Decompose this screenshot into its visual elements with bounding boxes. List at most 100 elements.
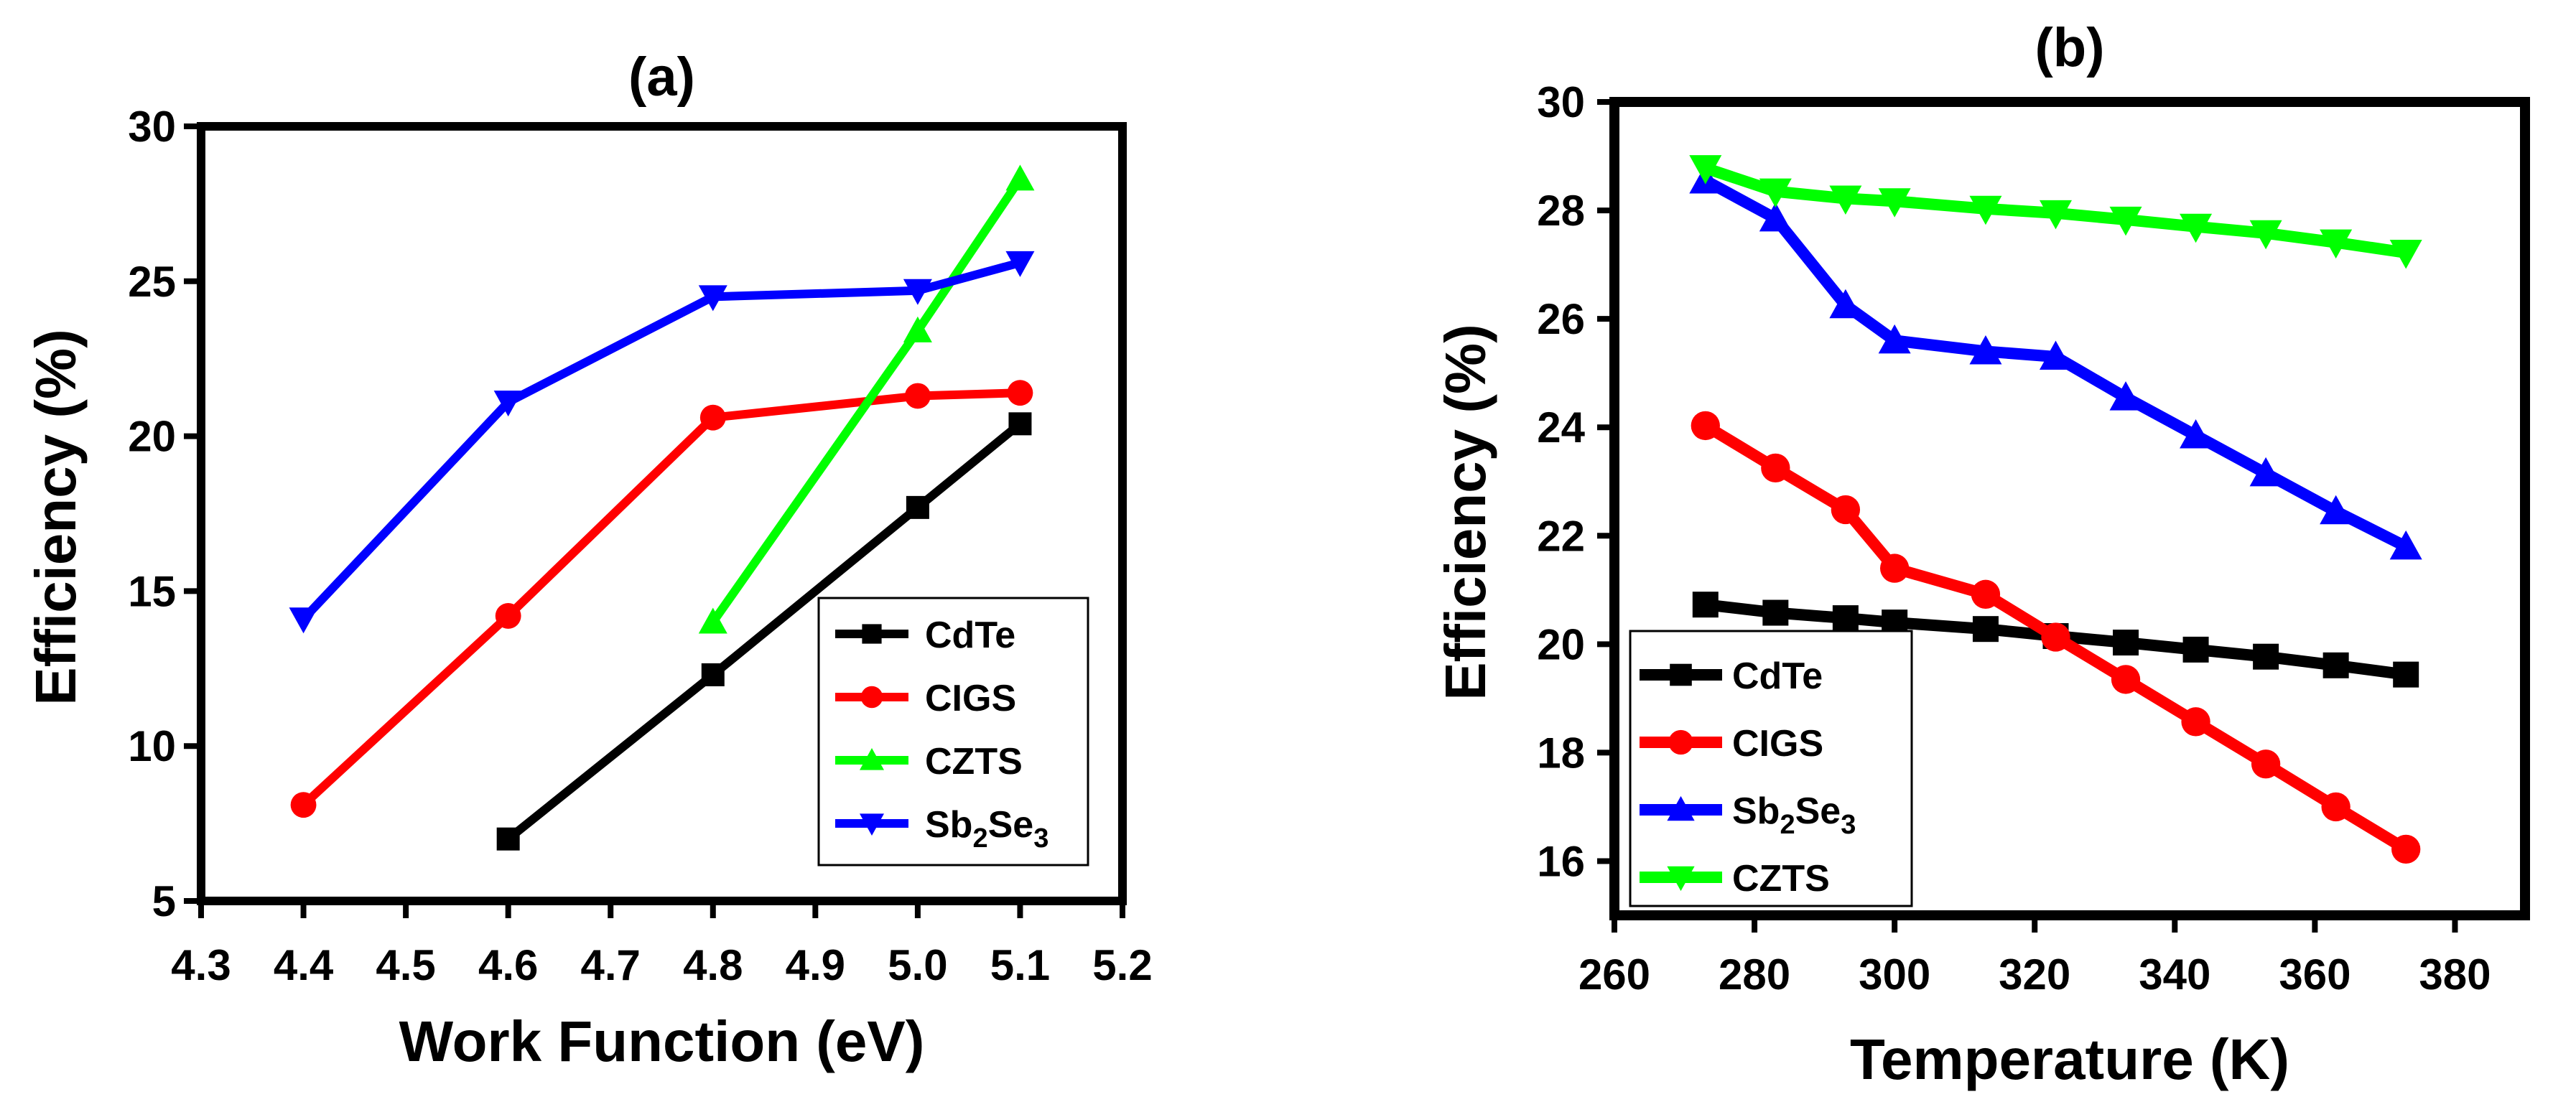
y-tick-label: 10 <box>128 722 176 770</box>
y-tick-label: 24 <box>1537 403 1585 452</box>
x-tick-label: 380 <box>2419 950 2491 999</box>
series-cdte <box>496 412 1032 851</box>
data-point <box>1005 164 1035 191</box>
legend: CdTe CIGS Sb2Se3 CZTS <box>1629 630 1913 907</box>
data-point <box>1832 605 1859 632</box>
data-point <box>2389 530 2422 560</box>
data-point <box>1759 202 1792 232</box>
panel-title: (b) <box>2035 17 2104 78</box>
data-point <box>2180 419 2213 449</box>
data-point <box>2041 622 2070 652</box>
legend-marker <box>860 813 884 836</box>
y-tick-label: 25 <box>128 258 176 306</box>
data-point <box>2393 661 2419 688</box>
data-point <box>699 404 726 431</box>
legend-label: CZTS <box>1732 858 1830 900</box>
legend-label-part: 2 <box>1780 810 1795 840</box>
data-point <box>1969 335 2002 365</box>
legend-label-part: 3 <box>1841 810 1856 840</box>
data-point <box>903 279 932 305</box>
data-point <box>1689 155 1722 184</box>
x-tick-label: 5.1 <box>990 941 1050 989</box>
series-cigs <box>1691 411 2421 864</box>
legend-label: CdTe <box>925 615 1015 656</box>
y-tick-label: 26 <box>1537 295 1585 343</box>
data-point <box>2320 495 2353 525</box>
data-point <box>1008 412 1032 436</box>
data-point <box>1829 185 1862 215</box>
data-point <box>1829 289 1862 319</box>
legend-label-part: CZTS <box>925 741 1023 783</box>
legend-marker <box>860 686 883 709</box>
y-tick-label: 30 <box>128 103 176 151</box>
data-point <box>1005 251 1035 277</box>
legend-label: CdTe <box>1732 655 1823 697</box>
data-point <box>2321 792 2351 822</box>
y-tick-label: 16 <box>1537 837 1585 885</box>
data-point <box>2109 206 2142 236</box>
data-point <box>2249 220 2282 250</box>
data-point <box>2113 630 2139 656</box>
panel-title: (a) <box>628 47 695 108</box>
x-tick-label: 5.2 <box>1092 941 1152 989</box>
legend-label-part: Sb <box>1732 790 1780 832</box>
x-tick-label: 280 <box>1719 950 1790 999</box>
legend-marker <box>1670 663 1692 686</box>
y-tick-label: 5 <box>152 877 176 925</box>
data-point <box>903 316 932 342</box>
data-point <box>1969 195 2002 225</box>
data-point <box>701 663 725 686</box>
data-point <box>2322 652 2349 678</box>
legend-label-part: CdTe <box>925 615 1015 656</box>
x-tick-label: 4.3 <box>171 941 231 989</box>
legend-label-part: 2 <box>972 823 987 854</box>
data-point <box>2039 200 2072 230</box>
y-axis-title: Efficiency (%) <box>24 329 88 706</box>
y-tick-label: 20 <box>128 413 176 461</box>
data-point <box>2182 636 2209 663</box>
y-tick-label: 28 <box>1537 187 1585 235</box>
legend-label-part: Sb <box>925 804 972 846</box>
data-point <box>495 603 521 629</box>
data-point <box>1692 592 1719 618</box>
legend-label-part: Se <box>1795 790 1841 832</box>
series-line <box>300 258 1022 622</box>
data-point <box>2389 239 2422 269</box>
data-point <box>1761 453 1790 483</box>
data-point <box>2111 665 2141 694</box>
data-point <box>2391 834 2421 864</box>
data-point <box>698 285 727 312</box>
x-tick-label: 4.4 <box>274 941 334 989</box>
data-point <box>2320 229 2353 259</box>
x-axis-title: Temperature (K) <box>1850 1027 2289 1091</box>
series-cigs <box>290 380 1033 818</box>
y-tick-label: 15 <box>128 567 176 615</box>
y-tick-label: 18 <box>1537 729 1585 777</box>
data-point <box>904 383 931 409</box>
x-tick-label: 4.8 <box>683 941 743 989</box>
data-point <box>493 391 523 417</box>
data-point <box>289 607 318 634</box>
legend: CdTe CIGS CZTS Sb2Se3 <box>817 597 1089 867</box>
data-point <box>2039 340 2072 370</box>
legend-label: Sb2Se3 <box>925 804 1048 854</box>
data-point <box>2180 213 2213 243</box>
legend-label: CIGS <box>1732 723 1823 765</box>
data-point <box>2249 457 2282 487</box>
series-line <box>505 420 1023 843</box>
data-point <box>496 827 520 851</box>
data-point <box>1007 380 1033 406</box>
data-point <box>1759 178 1792 208</box>
legend-label-part: CIGS <box>925 678 1016 719</box>
data-point <box>2181 707 2210 737</box>
x-tick-label: 4.9 <box>786 941 845 989</box>
x-tick-label: 340 <box>2139 950 2210 999</box>
data-point <box>2109 381 2142 411</box>
data-point <box>1879 554 1910 583</box>
series-sb2se3 <box>289 251 1035 634</box>
x-tick-label: 260 <box>1578 950 1650 999</box>
series-line <box>709 177 1024 625</box>
x-tick-label: 4.7 <box>581 941 641 989</box>
x-tick-label: 5.0 <box>888 941 947 989</box>
